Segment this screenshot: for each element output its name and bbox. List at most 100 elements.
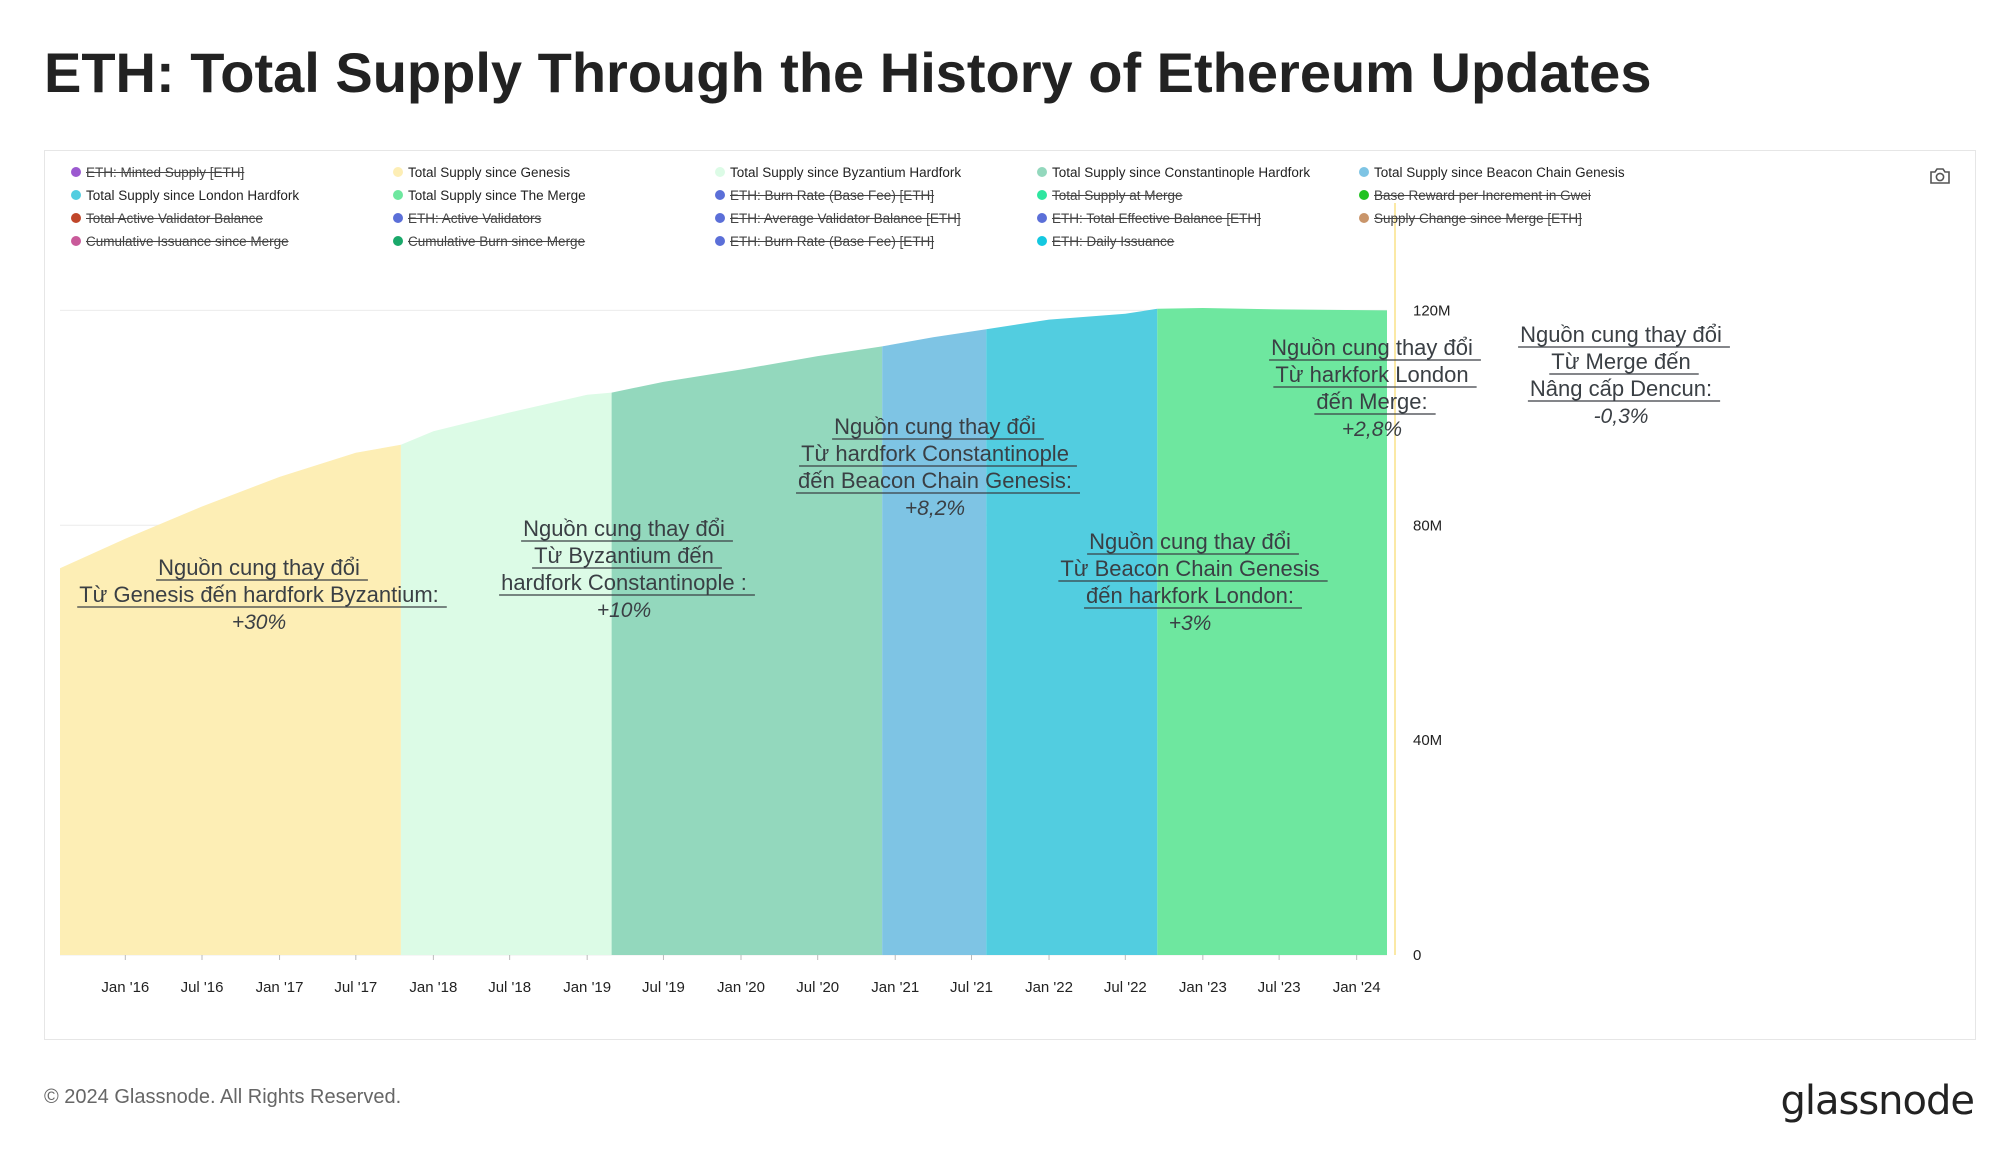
x-tick-label: Jul '22	[1104, 979, 1147, 996]
legend-item[interactable]: Supply Change since Merge [ETH]	[1359, 209, 1681, 227]
legend-label: Cumulative Burn since Merge	[408, 233, 586, 249]
x-tick-label: Jul '20	[796, 979, 839, 996]
legend-swatch	[71, 236, 81, 246]
legend-item[interactable]: Total Supply since Constantinople Hardfo…	[1037, 163, 1359, 181]
area-series-6[interactable]	[1157, 308, 1387, 955]
legend-swatch	[1359, 213, 1369, 223]
legend-swatch	[71, 167, 81, 177]
area-series-4[interactable]	[882, 329, 987, 955]
legend-swatch	[1037, 213, 1047, 223]
legend-swatch	[715, 167, 725, 177]
legend-swatch	[715, 236, 725, 246]
legend-label: Total Supply since Constantinople Hardfo…	[1052, 164, 1311, 180]
legend-item[interactable]: Total Supply at Merge	[1037, 186, 1359, 204]
y-tick-label: 80M	[1413, 517, 1442, 534]
x-tick-label: Jan '18	[409, 979, 457, 996]
legend-label: Total Active Validator Balance	[86, 210, 263, 226]
x-tick-label: Jan '17	[256, 979, 304, 996]
x-tick-label: Jan '19	[563, 979, 611, 996]
legend-swatch	[393, 236, 403, 246]
legend-label: Total Supply since Genesis	[408, 164, 571, 180]
legend-label: ETH: Total Effective Balance [ETH]	[1052, 210, 1261, 226]
area-series-1[interactable]	[60, 444, 401, 955]
area-series-2[interactable]	[400, 392, 612, 956]
legend-item[interactable]: Total Supply since The Merge	[393, 186, 715, 204]
x-tick-label: Jul '18	[488, 979, 531, 996]
chart-panel: 0 40M 80M 120M Jan '16 Jul '16 Jan '17 Jul '17 J…	[44, 150, 1976, 1040]
legend-label: Total Supply since The Merge	[408, 187, 586, 203]
legend-item[interactable]: ETH: Burn Rate (Base Fee) [ETH]	[715, 186, 1037, 204]
legend-label: ETH: Minted Supply [ETH]	[86, 164, 245, 180]
annotation-line: Từ hardfork Constantinople	[801, 441, 1069, 466]
legend-label: ETH: Average Validator Balance [ETH]	[730, 210, 961, 226]
page-title: ETH: Total Supply Through the History of…	[44, 41, 1652, 104]
legend-item[interactable]: ETH: Average Validator Balance [ETH]	[715, 209, 1037, 227]
legend-item[interactable]: Total Active Validator Balance	[71, 209, 393, 227]
legend-label: Supply Change since Merge [ETH]	[1374, 210, 1582, 226]
x-tick-label: Jan '16	[101, 979, 149, 996]
legend-label: Total Supply since Byzantium Hardfork	[730, 164, 962, 180]
x-tick-label: Jul '19	[642, 979, 685, 996]
legend-item[interactable]: Cumulative Issuance since Merge	[71, 232, 393, 250]
legend-item[interactable]: ETH: Burn Rate (Base Fee) [ETH]	[715, 232, 1037, 250]
legend-swatch	[1037, 190, 1047, 200]
x-tick-label: Jul '23	[1258, 979, 1301, 996]
chart-legend: ETH: Minted Supply [ETH] Total Supply sin…	[71, 163, 1771, 250]
legend-swatch	[1037, 236, 1047, 246]
legend-item[interactable]: Total Supply since Beacon Chain Genesis	[1359, 163, 1681, 181]
annotation-value: +30%	[232, 611, 286, 634]
annotation-line: Từ Byzantium đến	[534, 543, 714, 568]
annotation-line: Từ Genesis đến hardfork Byzantium:	[79, 582, 439, 607]
annotation-line: đến harkfork London:	[1086, 583, 1294, 608]
legend-swatch	[1359, 167, 1369, 177]
legend-item[interactable]: ETH: Active Validators	[393, 209, 715, 227]
annotation-value: +8,2%	[905, 497, 965, 520]
annotation-line: Nâng cấp Dencun:	[1530, 376, 1712, 401]
area-series-5[interactable]	[986, 308, 1158, 955]
annotation-line: Từ Merge đến	[1551, 349, 1690, 374]
legend-item[interactable]: ETH: Daily Issuance	[1037, 232, 1359, 250]
annotation-line: Nguồn cung thay đổi	[1089, 529, 1291, 554]
legend-swatch	[393, 167, 403, 177]
annotation-line: hardfork Constantinople :	[501, 570, 747, 595]
legend-item[interactable]: Cumulative Burn since Merge	[393, 232, 715, 250]
legend-swatch	[715, 190, 725, 200]
area-series-3[interactable]	[611, 346, 883, 955]
brand-logo: glassnode	[1780, 1078, 1975, 1124]
legend-item[interactable]: ETH: Total Effective Balance [ETH]	[1037, 209, 1359, 227]
legend-label: Cumulative Issuance since Merge	[86, 233, 289, 249]
annotation-value: -0,3%	[1594, 405, 1649, 428]
copyright-text: © 2024 Glassnode. All Rights Reserved.	[44, 1086, 402, 1108]
annotation-value: +10%	[597, 599, 651, 622]
legend-label: Total Supply at Merge	[1052, 187, 1183, 203]
annotation-line: Nguồn cung thay đổi	[834, 414, 1036, 439]
legend-label: ETH: Active Validators	[408, 210, 542, 226]
x-tick-label: Jan '21	[871, 979, 919, 996]
legend-item[interactable]: Total Supply since London Hardfork	[71, 186, 393, 204]
legend-item[interactable]: Total Supply since Genesis	[393, 163, 715, 181]
annotation-value: +3%	[1169, 612, 1212, 635]
legend-swatch	[1037, 167, 1047, 177]
annotation-line: Từ harkfork London	[1275, 362, 1468, 387]
legend-item[interactable]: Total Supply since Byzantium Hardfork	[715, 163, 1037, 181]
x-tick-label: Jul '16	[181, 979, 224, 996]
annotation-line: đến Merge:	[1316, 389, 1427, 414]
x-tick-label: Jan '22	[1025, 979, 1073, 996]
legend-label: ETH: Burn Rate (Base Fee) [ETH]	[730, 233, 935, 249]
legend-swatch	[715, 213, 725, 223]
legend-label: ETH: Daily Issuance	[1052, 233, 1175, 249]
legend-swatch	[71, 190, 81, 200]
legend-item[interactable]: Base Reward per Increment in Gwei	[1359, 186, 1681, 204]
y-tick-label: 120M	[1413, 302, 1451, 319]
x-tick-label: Jul '17	[334, 979, 377, 996]
annotation-value: +2,8%	[1342, 418, 1402, 441]
camera-icon[interactable]	[1929, 167, 1951, 185]
legend-item[interactable]: ETH: Minted Supply [ETH]	[71, 163, 393, 181]
y-tick-label: 40M	[1413, 732, 1442, 749]
x-tick-label: Jan '20	[717, 979, 765, 996]
